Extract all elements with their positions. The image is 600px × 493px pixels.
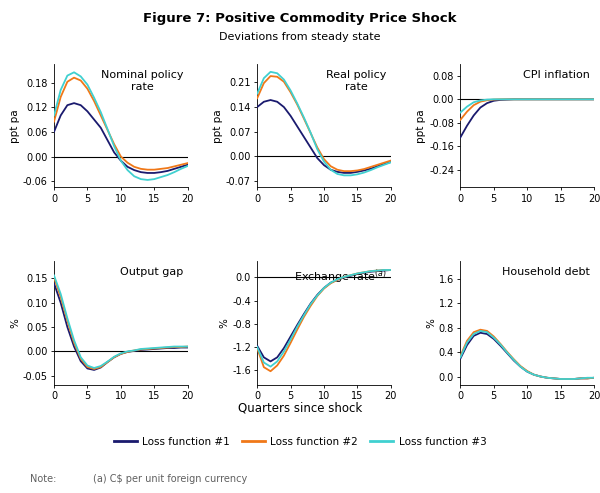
Y-axis label: ppt pa: ppt pa: [213, 109, 223, 142]
Text: Nominal policy
rate: Nominal policy rate: [101, 70, 184, 92]
Text: CPI inflation: CPI inflation: [523, 70, 590, 80]
Text: Figure 7: Positive Commodity Price Shock: Figure 7: Positive Commodity Price Shock: [143, 12, 457, 25]
Legend: Loss function #1, Loss function #2, Loss function #3: Loss function #1, Loss function #2, Loss…: [110, 432, 490, 451]
Text: Quarters since shock: Quarters since shock: [238, 402, 362, 415]
Text: Deviations from steady state: Deviations from steady state: [219, 32, 381, 42]
Y-axis label: %: %: [426, 318, 436, 328]
Y-axis label: %: %: [10, 318, 20, 328]
Y-axis label: ppt pa: ppt pa: [416, 109, 427, 142]
Y-axis label: %: %: [219, 318, 229, 328]
Text: (a) C$ per unit foreign currency: (a) C$ per unit foreign currency: [93, 474, 247, 484]
Text: Exchange rate$^{(a)}$: Exchange rate$^{(a)}$: [294, 268, 387, 286]
Y-axis label: ppt pa: ppt pa: [10, 109, 20, 142]
Text: Output gap: Output gap: [121, 268, 184, 278]
Text: Real policy
rate: Real policy rate: [326, 70, 387, 92]
Text: Note:: Note:: [30, 474, 56, 484]
Text: Household debt: Household debt: [502, 268, 590, 278]
